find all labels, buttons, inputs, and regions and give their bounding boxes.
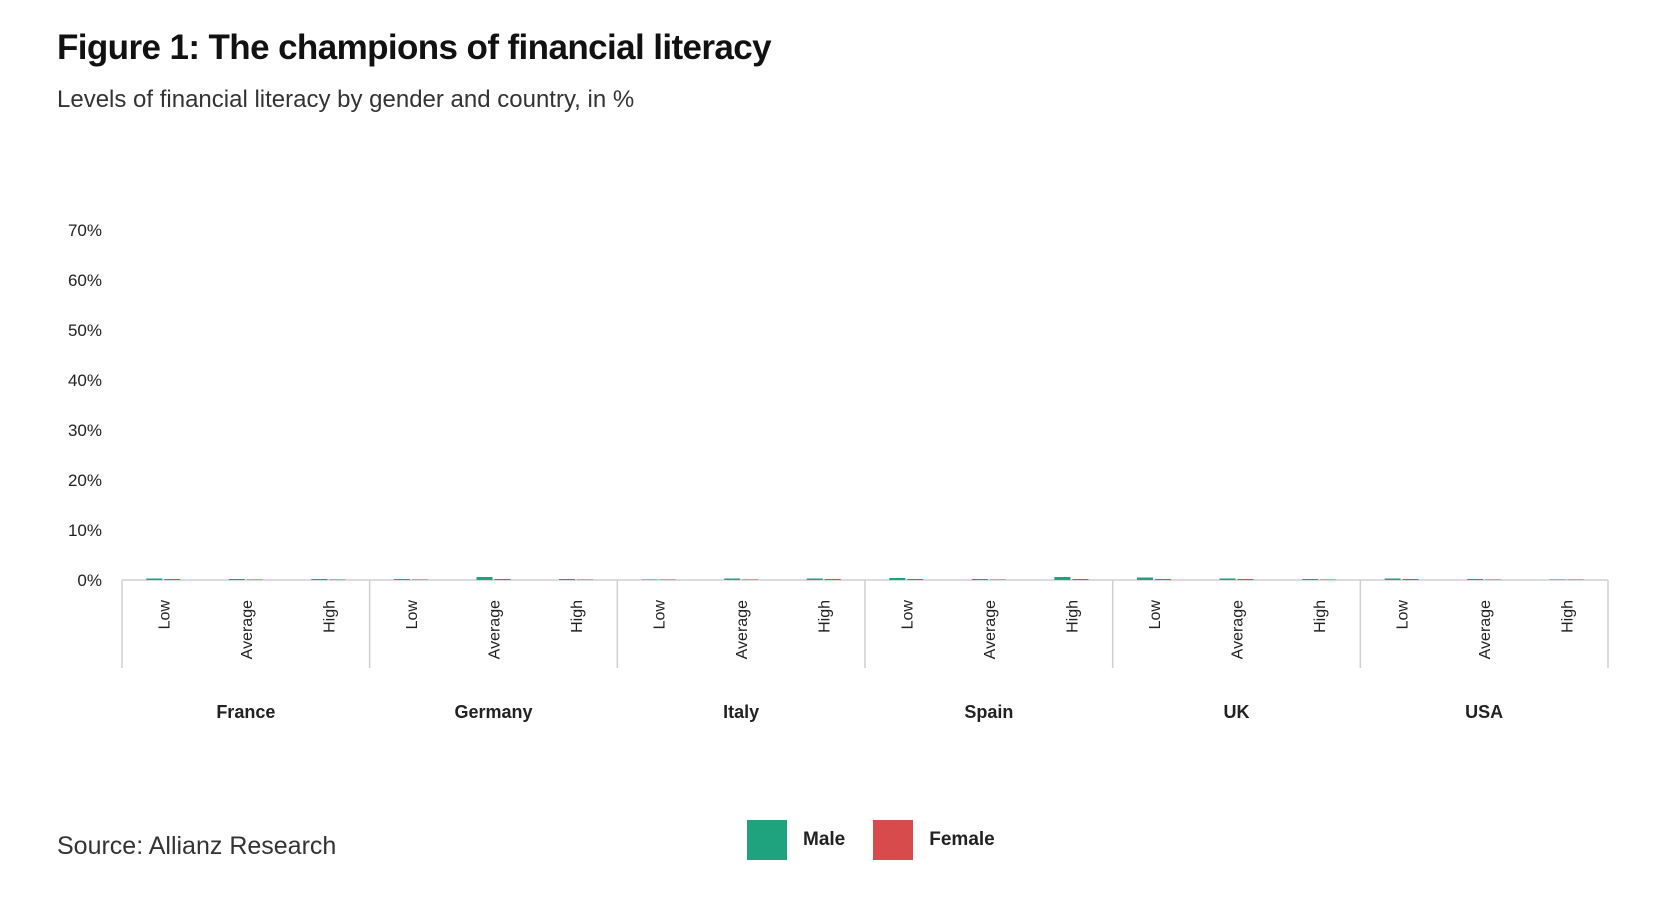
level-tick-label: High xyxy=(1064,600,1081,633)
y-tick-label: 70% xyxy=(68,221,102,240)
bar-male xyxy=(889,578,906,580)
bar-female xyxy=(1402,579,1419,580)
country-label: France xyxy=(216,702,275,722)
country-label: Spain xyxy=(964,702,1013,722)
bar-male xyxy=(971,579,988,580)
level-tick-label: Average xyxy=(1230,600,1247,659)
country-label: USA xyxy=(1465,702,1503,722)
source-note: Source: Allianz Research xyxy=(57,832,337,860)
bar-female xyxy=(989,579,1006,580)
bar-male xyxy=(228,579,245,580)
bar-male xyxy=(1549,579,1566,580)
level-tick-label: Average xyxy=(239,600,256,659)
bar-male xyxy=(1054,577,1071,580)
y-tick-label: 50% xyxy=(68,321,102,340)
bar-male xyxy=(1467,579,1484,580)
bar-female xyxy=(246,579,263,580)
bar-female xyxy=(659,579,676,580)
country-label: UK xyxy=(1224,702,1250,722)
legend-item-female: Female xyxy=(873,820,995,860)
y-tick-label: 0% xyxy=(77,571,102,590)
level-tick-label: Average xyxy=(982,600,999,659)
level-tick-label: High xyxy=(1560,600,1577,633)
legend: Male Female xyxy=(747,820,1023,860)
y-tick-label: 20% xyxy=(68,471,102,490)
bar-female xyxy=(411,579,428,580)
level-tick-label: Low xyxy=(156,600,173,630)
bar-male xyxy=(559,579,576,580)
bar-male xyxy=(1302,579,1319,580)
bar-male xyxy=(476,577,493,580)
level-tick-label: Low xyxy=(652,600,669,630)
bar-female xyxy=(329,579,346,580)
country-label: Italy xyxy=(723,702,759,722)
level-tick-label: High xyxy=(569,600,586,633)
bar-female xyxy=(1485,579,1502,580)
level-tick-label: Low xyxy=(1395,600,1412,630)
y-tick-label: 30% xyxy=(68,421,102,440)
level-tick-label: Average xyxy=(1477,600,1494,659)
bar-female xyxy=(742,579,759,580)
bar-male xyxy=(641,579,658,580)
level-tick-label: Average xyxy=(734,600,751,659)
level-tick-label: Low xyxy=(899,600,916,630)
level-tick-label: High xyxy=(1312,600,1329,633)
bar-male xyxy=(806,578,823,580)
y-tick-label: 10% xyxy=(68,521,102,540)
level-tick-label: Low xyxy=(1147,600,1164,630)
bar-male xyxy=(724,578,741,580)
legend-swatch-male xyxy=(747,820,787,860)
bar-male xyxy=(1136,577,1153,580)
y-tick-label: 40% xyxy=(68,371,102,390)
bar-male xyxy=(1384,578,1401,580)
bar-female xyxy=(1567,579,1584,580)
bar-male xyxy=(311,579,328,580)
bar-female xyxy=(1154,579,1171,580)
bar-female xyxy=(164,579,181,580)
legend-label-male: Male xyxy=(803,829,846,850)
bar-male xyxy=(146,578,163,580)
level-tick-label: High xyxy=(817,600,834,633)
country-label: Germany xyxy=(454,702,532,722)
bar-chart: 0% 10% 20% 30% 40% 50% 60% 70% Low Average High Fra… xyxy=(68,221,1609,722)
bar-female xyxy=(907,579,924,580)
chart-title: Figure 1: The champions of financial lit… xyxy=(57,28,772,67)
bar-female xyxy=(494,579,511,580)
bar-female xyxy=(1237,579,1254,580)
level-tick-label: High xyxy=(321,600,338,633)
legend-swatch-female xyxy=(873,820,914,860)
bar-female xyxy=(1072,579,1089,580)
chart-subtitle: Levels of financial literacy by gender a… xyxy=(57,86,635,113)
bar-female xyxy=(824,579,841,580)
legend-item-male: Male xyxy=(747,820,845,860)
bar-male xyxy=(393,579,410,580)
y-tick-label: 60% xyxy=(68,271,102,290)
legend-label-female: Female xyxy=(929,829,995,850)
bar-male xyxy=(1219,578,1236,580)
level-tick-label: Low xyxy=(404,600,421,630)
bar-female xyxy=(1320,579,1337,580)
level-tick-label: Average xyxy=(487,600,504,659)
bar-female xyxy=(577,579,594,580)
